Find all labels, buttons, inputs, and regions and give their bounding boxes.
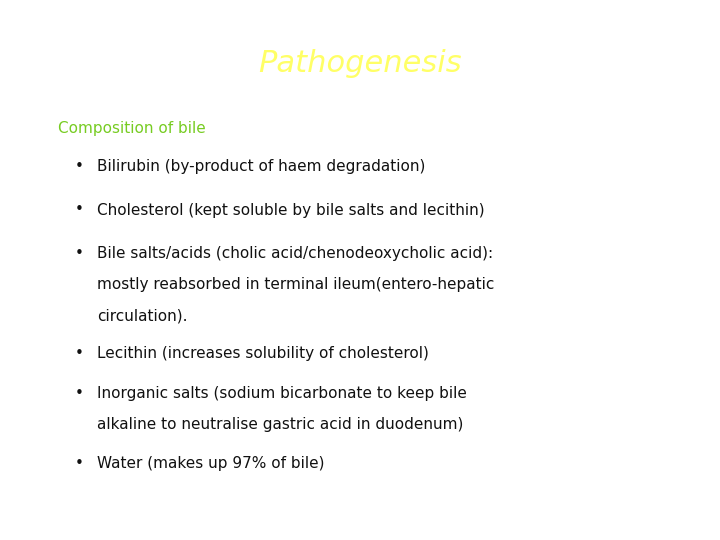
Text: Water (makes up 97% of bile): Water (makes up 97% of bile) [97, 456, 325, 471]
Text: •: • [75, 246, 84, 261]
Text: Pathogenesis: Pathogenesis [258, 49, 462, 78]
Text: alkaline to neutralise gastric acid in duodenum): alkaline to neutralise gastric acid in d… [97, 417, 464, 433]
Text: Bilirubin (by-product of haem degradation): Bilirubin (by-product of haem degradatio… [97, 159, 426, 174]
Text: Cholesterol (kept soluble by bile salts and lecithin): Cholesterol (kept soluble by bile salts … [97, 202, 485, 218]
Text: Composition of bile: Composition of bile [58, 122, 205, 137]
Text: •: • [75, 159, 84, 174]
Text: Bile salts/acids (cholic acid/chenodeoxycholic acid):: Bile salts/acids (cholic acid/chenodeoxy… [97, 246, 493, 261]
Text: •: • [75, 386, 84, 401]
Text: •: • [75, 456, 84, 471]
Text: •: • [75, 202, 84, 218]
Text: Lecithin (increases solubility of cholesterol): Lecithin (increases solubility of choles… [97, 346, 429, 361]
Text: mostly reabsorbed in terminal ileum(entero-hepatic: mostly reabsorbed in terminal ileum(ente… [97, 277, 495, 292]
Text: Inorganic salts (sodium bicarbonate to keep bile: Inorganic salts (sodium bicarbonate to k… [97, 386, 467, 401]
Text: •: • [75, 346, 84, 361]
Text: circulation).: circulation). [97, 308, 188, 323]
